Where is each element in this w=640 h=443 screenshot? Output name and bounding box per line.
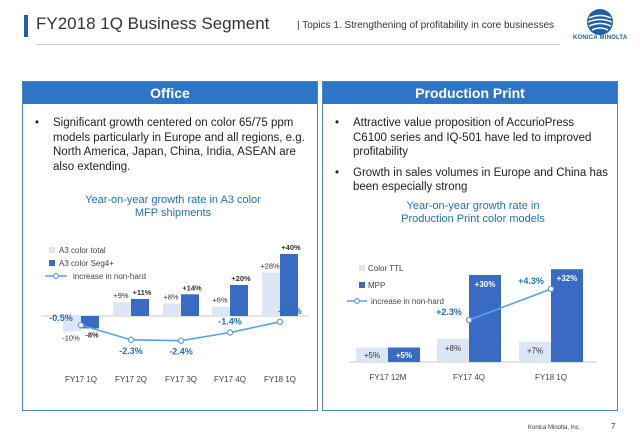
line-data-label: -2.4% xyxy=(169,347,193,357)
x-tick-label: FY17 2Q xyxy=(115,375,147,384)
list-item: • Growth in sales volumes in Europe and C… xyxy=(331,166,611,195)
bar-a3-color-seg4 xyxy=(81,316,99,329)
x-tick-label: FY18 1Q xyxy=(535,373,567,382)
bar-a3-color-total xyxy=(113,302,131,316)
data-label: +8% xyxy=(445,344,461,353)
bullet-icon: • xyxy=(335,117,340,129)
page-subtitle: | Topics 1. Strengthening of profitabili… xyxy=(297,20,555,31)
bar-a3-color-total xyxy=(163,303,181,316)
bullet-text: Growth in sales volumes in Europe and Ch… xyxy=(353,166,609,194)
line-point xyxy=(276,318,284,326)
legend-label: MPP xyxy=(368,281,385,290)
x-tick-label: FY17 3Q xyxy=(165,375,197,384)
chart-title-line: Year-on-year growth rate in xyxy=(406,200,540,212)
data-label: +5% xyxy=(364,351,380,360)
data-label: +8% xyxy=(163,293,179,302)
line-data-label: +4.3% xyxy=(518,276,544,286)
data-label: +5% xyxy=(396,351,412,360)
page-number: 7 xyxy=(611,422,616,431)
header-divider xyxy=(36,44,560,45)
data-label: +14% xyxy=(182,283,202,292)
bullet-icon: • xyxy=(335,166,340,179)
legend-label: A3 color Seg4+ xyxy=(59,259,114,268)
production-print-panel: Production Print • Attractive value propo… xyxy=(322,81,618,411)
konica-minolta-logo-icon xyxy=(587,9,613,35)
office-bullets: • Significant growth centered on color 65… xyxy=(31,116,311,180)
legend-swatch xyxy=(359,282,365,288)
data-label: -8% xyxy=(85,330,99,339)
x-tick-label: FY17 4Q xyxy=(453,373,485,382)
x-tick-label: FY18 1Q xyxy=(264,375,296,384)
legend-swatch xyxy=(49,247,55,253)
legend-marker xyxy=(354,297,361,304)
x-tick-label: FY17 12M xyxy=(370,373,407,382)
bar-a3-color-seg4 xyxy=(280,254,298,316)
bar-a3-color-seg4 xyxy=(181,294,199,316)
production-chart: FY17 12M FY17 4Q FY18 1Q +5% +8% +7% +5% +30% +3… xyxy=(347,264,597,382)
bar-color-ttl xyxy=(437,338,469,362)
bullet-text: Attractive value proposition of AccurioP… xyxy=(353,117,592,158)
list-item: • Attractive value proposition of Accurio… xyxy=(331,116,611,160)
footer-brand: Konica Minolta, Inc. xyxy=(528,425,581,431)
office-panel: Office • Significant growth centered on c… xyxy=(22,81,318,411)
bullet-text: Significant growth centered on color 65/… xyxy=(53,117,305,173)
bar-a3-color-seg4 xyxy=(131,298,149,316)
line-point xyxy=(465,316,473,324)
bar-a3-color-total xyxy=(63,316,81,332)
data-label: +6% xyxy=(212,296,228,305)
chart-title-line: Production Print color models xyxy=(401,213,545,225)
legend-label: A3 color total xyxy=(59,246,106,255)
bar-a3-color-total xyxy=(212,306,230,316)
line-point xyxy=(77,321,85,329)
office-chart: FY17 1Q FY17 2Q FY17 3Q FY17 4Q FY18 1Q -10% +… xyxy=(41,243,309,384)
chart-title-line: Year-on-year growth rate in A3 color xyxy=(85,194,261,206)
bar-a3-color-seg4 xyxy=(230,285,248,316)
bar-color-ttl xyxy=(356,347,388,362)
line-data-label: +2.3% xyxy=(436,307,462,317)
data-label: +28% xyxy=(260,262,280,271)
logo-wordmark: KONICA MINOLTA xyxy=(573,35,628,41)
production-print-heading: Production Print xyxy=(323,82,617,104)
line-data-label: -1.4% xyxy=(218,316,242,326)
line-point xyxy=(177,337,185,344)
line-point xyxy=(547,285,555,293)
bar-a3-color-total xyxy=(262,272,280,316)
bar-mpp xyxy=(388,347,420,362)
line-point xyxy=(226,329,234,336)
office-chart-title: Year-on-year growth rate in A3 color MFP… xyxy=(43,194,303,220)
chart-title-line: MFP shipments xyxy=(134,207,212,219)
page-title: FY2018 1Q Business Segment xyxy=(36,14,270,33)
data-label: +40% xyxy=(281,243,301,252)
legend-marker xyxy=(53,272,60,279)
data-label: +30% xyxy=(475,280,496,289)
x-tick-label: FY17 1Q xyxy=(65,375,97,384)
data-label: +11% xyxy=(133,288,152,297)
title-accent-bar xyxy=(24,15,28,37)
line-data-label: -0.1% xyxy=(278,306,302,316)
legend-label: Color TTL xyxy=(368,264,404,273)
legend-label: increase in non-hard xyxy=(371,297,444,306)
line-data-label: -2.3% xyxy=(119,346,143,356)
bullet-icon: • xyxy=(35,117,40,129)
production-chart-title: Year-on-year growth rate in Production P… xyxy=(343,200,603,226)
line-non-hard xyxy=(468,288,552,321)
bar-color-ttl xyxy=(519,341,551,362)
data-label: +9% xyxy=(113,291,129,300)
line-point xyxy=(127,336,135,344)
data-label: +20% xyxy=(231,274,251,283)
legend-swatch xyxy=(359,265,365,271)
production-bullets: • Attractive value proposition of Accurio… xyxy=(331,116,611,201)
legend-label: increase in non-hard xyxy=(73,272,146,281)
office-heading: Office xyxy=(23,82,317,104)
legend-swatch xyxy=(49,260,55,266)
data-label: +32% xyxy=(557,274,578,283)
data-label: -10% xyxy=(62,334,80,343)
line-data-label: -0.5% xyxy=(49,313,73,323)
list-item: • Significant growth centered on color 65… xyxy=(31,116,311,174)
bar-mpp xyxy=(551,269,583,362)
x-tick-label: FY17 4Q xyxy=(214,375,246,384)
data-label: +7% xyxy=(527,347,543,356)
